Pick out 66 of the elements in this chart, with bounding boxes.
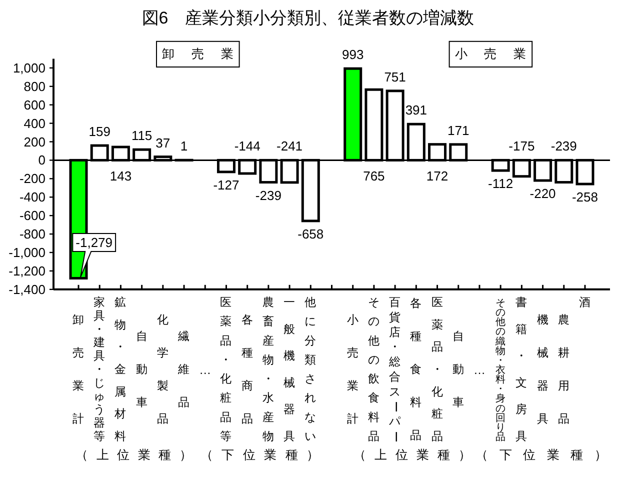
data-label: 391 bbox=[405, 102, 428, 118]
y-tick-label: -1,200 bbox=[8, 263, 46, 278]
category-label: 農耕用品 bbox=[558, 314, 570, 426]
data-label: -144 bbox=[234, 138, 260, 154]
category-label: 農畜産物・水産物 bbox=[262, 297, 274, 443]
data-label: 765 bbox=[363, 168, 385, 184]
category-label: 自動車 bbox=[452, 331, 464, 409]
category-label: その他の飲食料品 bbox=[368, 297, 380, 443]
data-label: 37 bbox=[156, 135, 170, 150]
y-tick-label: 800 bbox=[24, 78, 46, 94]
y-tick-label: -400 bbox=[19, 190, 46, 205]
category-label: 自動車 bbox=[136, 331, 148, 409]
category-label: 医薬品・化粧品等 bbox=[220, 297, 232, 443]
data-label: -239 bbox=[255, 188, 282, 203]
y-tick-label: -1,000 bbox=[8, 245, 46, 260]
data-label: 1 bbox=[180, 138, 188, 154]
group-title: 卸売業 bbox=[162, 47, 234, 62]
category-label: 卸売業計 bbox=[72, 314, 84, 426]
category-label: 化学製品 bbox=[156, 314, 169, 426]
group-label: （下位業種） bbox=[200, 448, 320, 462]
category-label: 小売業計 bbox=[346, 314, 359, 426]
category-label: 一般機械器具 bbox=[284, 297, 296, 443]
category-label: 鉱物・金属材料 bbox=[114, 297, 127, 443]
data-label: 172 bbox=[426, 168, 448, 184]
category-label: … bbox=[473, 363, 486, 377]
category-label: その他の織物・衣料・身の回り品 bbox=[496, 298, 506, 442]
data-label: -239 bbox=[550, 138, 577, 154]
group-label: （上位業種） bbox=[354, 448, 472, 462]
category-label: 酒 bbox=[579, 297, 591, 309]
group-label: （上位業種） bbox=[76, 448, 192, 462]
data-label: 143 bbox=[110, 168, 132, 184]
group-label: （下位業種） bbox=[476, 448, 608, 462]
category-label: 百貨店・総合スーパー bbox=[388, 297, 402, 443]
data-label: 993 bbox=[342, 47, 364, 62]
data-label: 159 bbox=[88, 124, 110, 140]
category-label: … bbox=[199, 363, 212, 377]
y-tick-label: 600 bbox=[24, 97, 46, 112]
data-label: 171 bbox=[448, 122, 470, 138]
data-label: -112 bbox=[488, 176, 514, 192]
y-tick-label: -1,400 bbox=[8, 282, 46, 297]
y-tick-label: 0 bbox=[38, 152, 46, 168]
y-tick-label: -200 bbox=[19, 171, 46, 186]
category-label: 各種商品 bbox=[241, 314, 254, 426]
data-label: -258 bbox=[572, 190, 598, 205]
category-label: 機械器具 bbox=[536, 314, 549, 426]
y-tick-label: 1,000 bbox=[12, 60, 46, 76]
category-label: 各種食料品 bbox=[410, 298, 422, 442]
data-label: -220 bbox=[530, 186, 556, 201]
category-label: 家具・建具・じゅう器等 bbox=[94, 297, 106, 443]
y-tick-label: -600 bbox=[19, 208, 46, 224]
data-label: -1,279 bbox=[76, 235, 113, 250]
data-label: -127 bbox=[213, 177, 240, 192]
category-label: 医薬品・化粧品 bbox=[431, 297, 444, 443]
category-label: 書籍・文房具 bbox=[516, 297, 528, 443]
y-tick-label: 200 bbox=[24, 134, 46, 150]
y-tick-label: 400 bbox=[24, 116, 46, 131]
data-label: -241 bbox=[276, 138, 303, 154]
data-label: -175 bbox=[508, 138, 535, 154]
data-label: -658 bbox=[298, 226, 324, 242]
y-tick-label: -800 bbox=[19, 226, 46, 242]
group-title: 小売業 bbox=[454, 47, 527, 62]
data-label: 751 bbox=[384, 69, 406, 84]
category-label: 他に分類されない bbox=[304, 297, 317, 443]
chart-title: 図6 産業分類小分類別、従業者数の増減数 bbox=[142, 8, 474, 28]
data-label: 115 bbox=[131, 128, 152, 144]
category-label: 繊維品 bbox=[178, 331, 190, 409]
